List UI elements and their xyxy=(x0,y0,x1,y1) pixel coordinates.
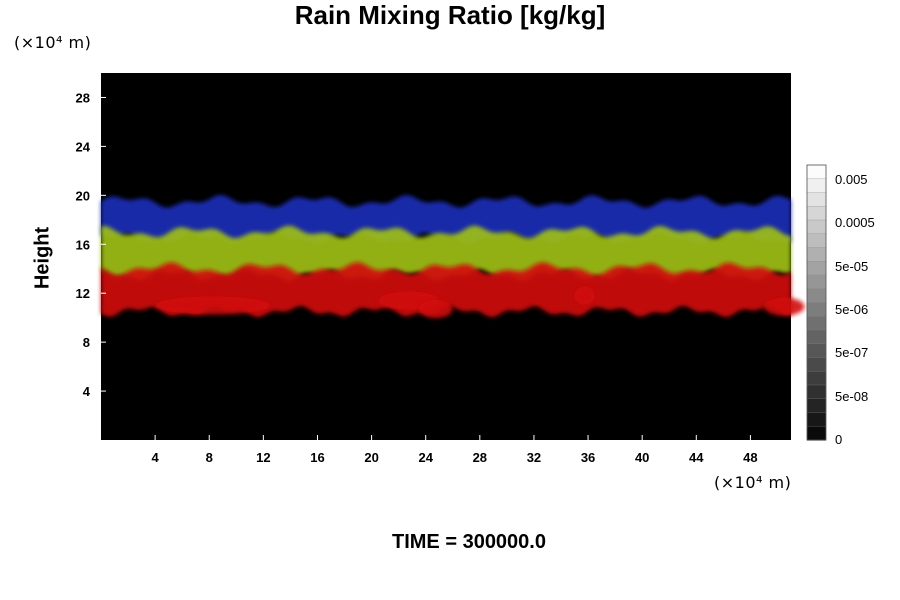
y-tick-label: 16 xyxy=(76,237,90,252)
x-tick-label: 48 xyxy=(743,450,757,465)
x-tick-label: 36 xyxy=(581,450,595,465)
colorbar-segment xyxy=(806,302,827,317)
colorbar-segment xyxy=(806,412,827,427)
x-tick-label: 28 xyxy=(473,450,487,465)
x-tick-label: 16 xyxy=(310,450,324,465)
colorbar-label: 0 xyxy=(835,432,842,447)
heatmap-bands xyxy=(101,194,805,319)
band-red-drip xyxy=(574,286,595,305)
x-tick-label: 32 xyxy=(527,450,541,465)
y-tick-label: 12 xyxy=(76,286,90,301)
colorbar-label: 5e-07 xyxy=(835,345,868,360)
time-label: TIME = 300000.0 xyxy=(392,531,546,553)
colorbar-segment xyxy=(806,178,827,194)
colorbar-frame xyxy=(806,164,827,441)
colorbar-segment xyxy=(806,206,827,221)
colorbar-segment xyxy=(806,426,827,441)
colorbar-segment xyxy=(806,316,827,331)
y-tick-label: 4 xyxy=(83,384,91,399)
band-red-drip xyxy=(155,296,271,315)
colorbar-segment xyxy=(806,288,827,304)
y-tick-label: 28 xyxy=(76,90,90,105)
chart-title: Rain Mixing Ratio [kg/kg] xyxy=(294,0,606,30)
colorbar-label: 0.005 xyxy=(835,172,868,187)
colorbar-segment xyxy=(806,343,827,359)
colorbar-segment xyxy=(806,398,827,414)
colorbar-segment xyxy=(806,384,827,400)
colorbar-segment xyxy=(806,274,827,290)
y-tick-label: 8 xyxy=(83,335,90,350)
x-tick-label: 40 xyxy=(635,450,649,465)
band-red-drip xyxy=(763,297,805,316)
x-tick-label: 20 xyxy=(364,450,378,465)
colorbar-segment xyxy=(806,371,827,386)
y-tick-label: 24 xyxy=(76,139,91,154)
y-tick-label: 20 xyxy=(76,188,90,203)
colorbar-segment xyxy=(806,329,827,345)
band-red-drip xyxy=(418,300,453,319)
y-axis-ticks: 4 8 12 16 20 24 28 xyxy=(76,90,106,399)
x-tick-label: 12 xyxy=(256,450,270,465)
colorbar-label: 5e-08 xyxy=(835,389,868,404)
colorbar-label: 5e-06 xyxy=(835,302,868,317)
colorbar-segment xyxy=(806,247,827,262)
colorbar-segment xyxy=(806,219,827,235)
band-blue xyxy=(101,194,791,244)
colorbar-segment xyxy=(806,192,827,207)
x-tick-label: 24 xyxy=(418,450,433,465)
colorbar-segment xyxy=(806,233,827,249)
colorbar-label: 0.0005 xyxy=(835,215,875,230)
colorbar-segment xyxy=(806,357,827,372)
x-tick-label: 44 xyxy=(689,450,704,465)
colorbar-segment xyxy=(806,164,827,180)
y-axis-unit: (×10⁴ m) xyxy=(14,33,92,52)
x-tick-label: 4 xyxy=(152,450,160,465)
x-axis-unit: (×10⁴ m) xyxy=(714,473,792,492)
band-red xyxy=(101,262,791,318)
colorbar-label: 5e-05 xyxy=(835,259,868,274)
colorbar-segment xyxy=(806,261,827,276)
x-axis-ticks: 4 8 12 16 20 24 28 32 36 40 44 48 xyxy=(152,435,758,465)
colorbar: 0.005 0.0005 5e-05 5e-06 5e-07 5e-08 0 xyxy=(806,164,875,447)
x-tick-label: 8 xyxy=(206,450,213,465)
